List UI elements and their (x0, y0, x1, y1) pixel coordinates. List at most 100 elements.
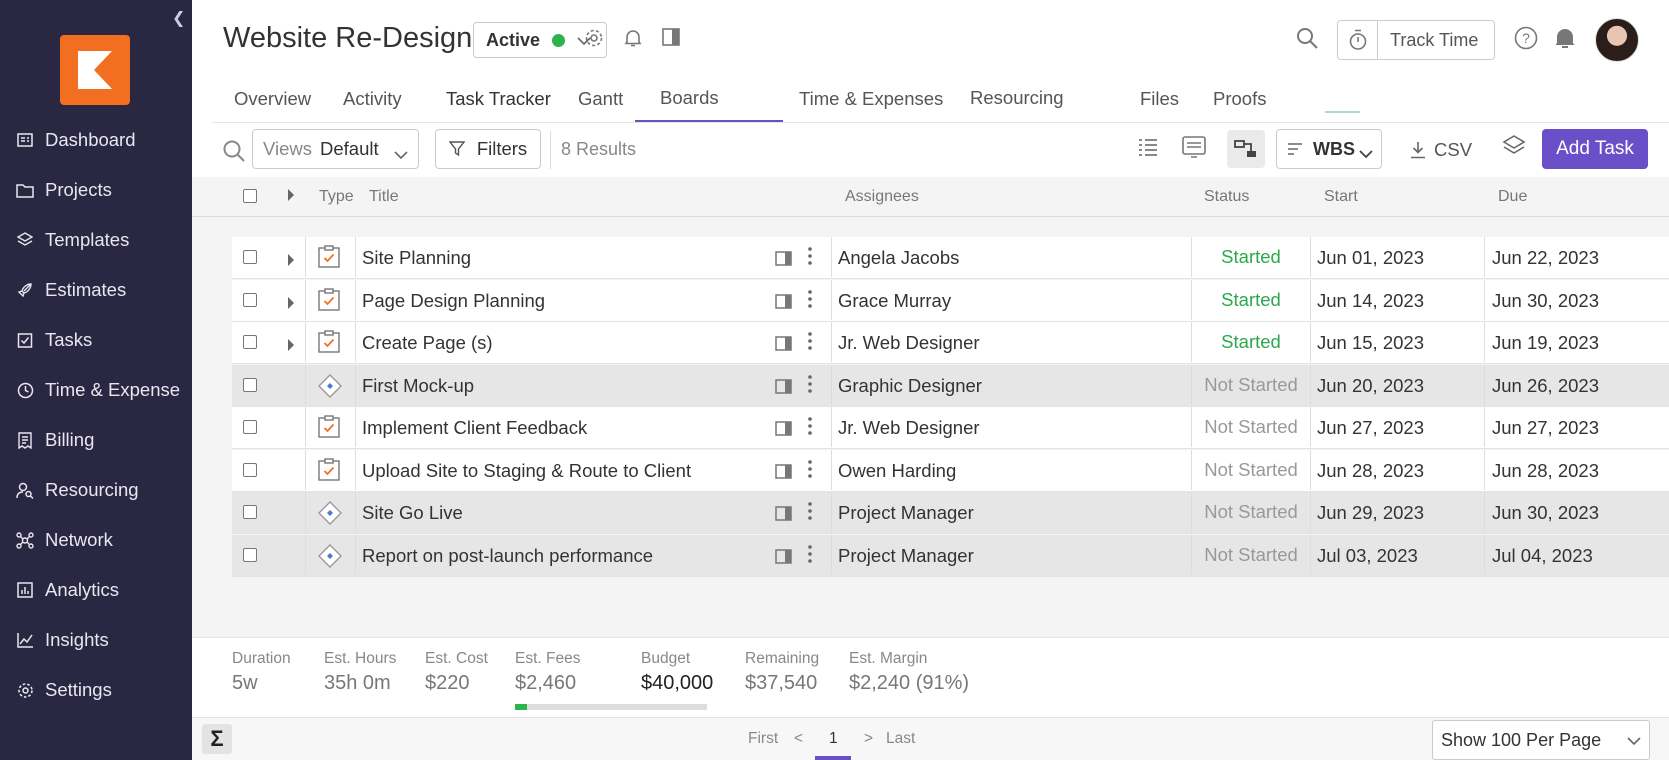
last-page-link[interactable]: Last (886, 730, 916, 747)
task-assignee[interactable]: Owen Harding (838, 459, 957, 481)
table-row[interactable]: First Mock-up Graphic Designer Not Started… (232, 364, 1669, 407)
open-panel-icon[interactable] (775, 377, 792, 399)
task-status[interactable]: Not Started (1204, 458, 1298, 480)
task-title[interactable]: First Mock-up (362, 374, 475, 396)
add-task-button[interactable]: Add Task (1542, 129, 1648, 169)
task-status[interactable]: Not Started (1204, 543, 1298, 565)
sidebar-item-projects[interactable]: Projects (0, 165, 192, 215)
sigma-totals-icon[interactable]: Σ (202, 724, 232, 754)
task-status[interactable]: Started (1221, 288, 1281, 310)
task-assignee[interactable]: Project Manager (838, 502, 974, 523)
task-start-date[interactable]: Jun 29, 2023 (1317, 502, 1424, 523)
task-due-date[interactable]: Jun 27, 2023 (1492, 417, 1599, 438)
task-assignee[interactable]: Grace Murray (838, 289, 952, 311)
sidebar-item-analytics[interactable]: Analytics (0, 565, 192, 615)
column-start[interactable]: Start (1324, 188, 1358, 205)
task-start-date[interactable]: Jun 27, 2023 (1317, 417, 1424, 438)
sidebar-item-network[interactable]: Network (0, 515, 192, 565)
open-panel-icon[interactable] (775, 292, 792, 314)
row-checkbox[interactable] (243, 420, 257, 434)
tab-gantt[interactable]: Gantt (578, 88, 624, 109)
task-assignee[interactable]: Jr. Web Designer (838, 332, 980, 353)
sidebar-item-insights[interactable]: Insights (0, 615, 192, 665)
sidebar-item-templates[interactable]: Templates (0, 215, 192, 265)
hierarchy-view-icon[interactable] (1227, 130, 1265, 168)
task-status[interactable]: Started (1221, 246, 1281, 267)
table-row[interactable]: Site Go Live Project Manager Not Started Ju… (232, 492, 1669, 534)
more-options-icon[interactable] (808, 417, 812, 440)
table-row[interactable]: Implement Client Feedback Jr. Web Designe… (232, 407, 1669, 449)
sidebar-item-billing[interactable]: Billing (0, 415, 192, 465)
task-assignee[interactable]: Graphic Designer (838, 374, 982, 396)
task-title[interactable]: Page Design Planning (362, 289, 546, 311)
per-page-select[interactable]: Show 100 Per Page (1432, 720, 1650, 760)
app-logo[interactable] (60, 35, 130, 105)
task-title[interactable]: Create Page (s) (362, 332, 493, 353)
tab-resourcing[interactable]: Resourcing (970, 87, 1064, 108)
task-title[interactable]: Report on post-launch performance (362, 544, 654, 566)
export-csv-button[interactable]: CSV (1410, 139, 1472, 161)
open-panel-icon[interactable] (775, 249, 792, 271)
task-due-date[interactable]: Jun 26, 2023 (1492, 374, 1599, 396)
more-options-icon[interactable] (808, 289, 812, 313)
column-due[interactable]: Due (1498, 188, 1528, 205)
search-icon[interactable] (1295, 26, 1319, 56)
task-due-date[interactable]: Jun 30, 2023 (1492, 502, 1599, 523)
more-options-icon[interactable] (808, 502, 812, 525)
row-checkbox[interactable] (243, 335, 257, 349)
column-title[interactable]: Title (369, 188, 399, 205)
task-start-date[interactable]: Jun 20, 2023 (1317, 374, 1424, 396)
next-page-link[interactable]: > (864, 730, 874, 747)
expand-row-icon[interactable] (287, 293, 295, 315)
task-assignee[interactable]: Jr. Web Designer (838, 417, 980, 438)
more-options-icon[interactable] (808, 459, 812, 483)
task-status[interactable]: Not Started (1204, 373, 1298, 395)
more-options-icon[interactable] (808, 332, 812, 355)
search-tasks-icon[interactable] (222, 139, 246, 168)
open-panel-icon[interactable] (775, 334, 792, 356)
task-due-date[interactable]: Jun 30, 2023 (1492, 289, 1599, 311)
detail-view-icon[interactable] (1182, 135, 1206, 164)
sort-select[interactable]: WBS (1276, 129, 1382, 169)
table-row[interactable]: Report on post-launch performance Project… (232, 534, 1669, 577)
expand-all-icon[interactable] (287, 188, 295, 207)
panel-toggle-icon[interactable] (662, 28, 680, 52)
row-checkbox[interactable] (243, 250, 257, 264)
help-icon[interactable]: ? (1514, 26, 1538, 56)
sidebar-item-dashboard[interactable]: Dashboard (0, 115, 192, 165)
expand-row-icon[interactable] (287, 250, 295, 272)
task-title[interactable]: Upload Site to Staging & Route to Client (362, 459, 692, 481)
task-start-date[interactable]: Jun 28, 2023 (1317, 459, 1424, 481)
more-options-icon[interactable] (808, 247, 812, 270)
task-start-date[interactable]: Jun 01, 2023 (1317, 247, 1424, 268)
sidebar-item-resourcing[interactable]: Resourcing (0, 465, 192, 515)
first-page-link[interactable]: First (748, 730, 779, 747)
more-options-icon[interactable] (808, 374, 812, 398)
column-assignees[interactable]: Assignees (845, 188, 919, 205)
filters-button[interactable]: Filters (435, 129, 541, 169)
select-all-checkbox[interactable] (243, 189, 257, 203)
task-status[interactable]: Not Started (1204, 416, 1298, 437)
notifications-bell-icon[interactable] (1554, 26, 1576, 56)
table-row[interactable]: Site Planning Angela Jacobs Started Jun 01,… (232, 237, 1669, 279)
project-status-select[interactable]: Active (473, 22, 607, 58)
current-page[interactable]: 1 (829, 730, 838, 747)
task-assignee[interactable]: Project Manager (838, 544, 974, 566)
task-assignee[interactable]: Angela Jacobs (838, 247, 960, 268)
layers-icon[interactable] (1502, 134, 1526, 165)
task-due-date[interactable]: Jun 28, 2023 (1492, 459, 1599, 481)
table-row[interactable]: Page Design Planning Grace Murray Started J… (232, 279, 1669, 322)
sidebar-item-estimates[interactable]: Estimates (0, 265, 192, 315)
table-row[interactable]: Create Page (s) Jr. Web Designer Started Ju… (232, 322, 1669, 364)
task-due-date[interactable]: Jun 22, 2023 (1492, 247, 1599, 268)
task-title[interactable]: Site Go Live (362, 502, 463, 523)
task-title[interactable]: Site Planning (362, 247, 472, 268)
tab-files[interactable]: Files (1140, 88, 1180, 109)
row-checkbox[interactable] (243, 377, 257, 392)
column-status[interactable]: Status (1204, 188, 1250, 205)
open-panel-icon[interactable] (775, 462, 792, 484)
open-panel-icon[interactable] (775, 547, 792, 569)
open-panel-icon[interactable] (775, 419, 792, 441)
bell-icon[interactable] (624, 28, 642, 54)
list-view-icon[interactable] (1138, 137, 1158, 164)
